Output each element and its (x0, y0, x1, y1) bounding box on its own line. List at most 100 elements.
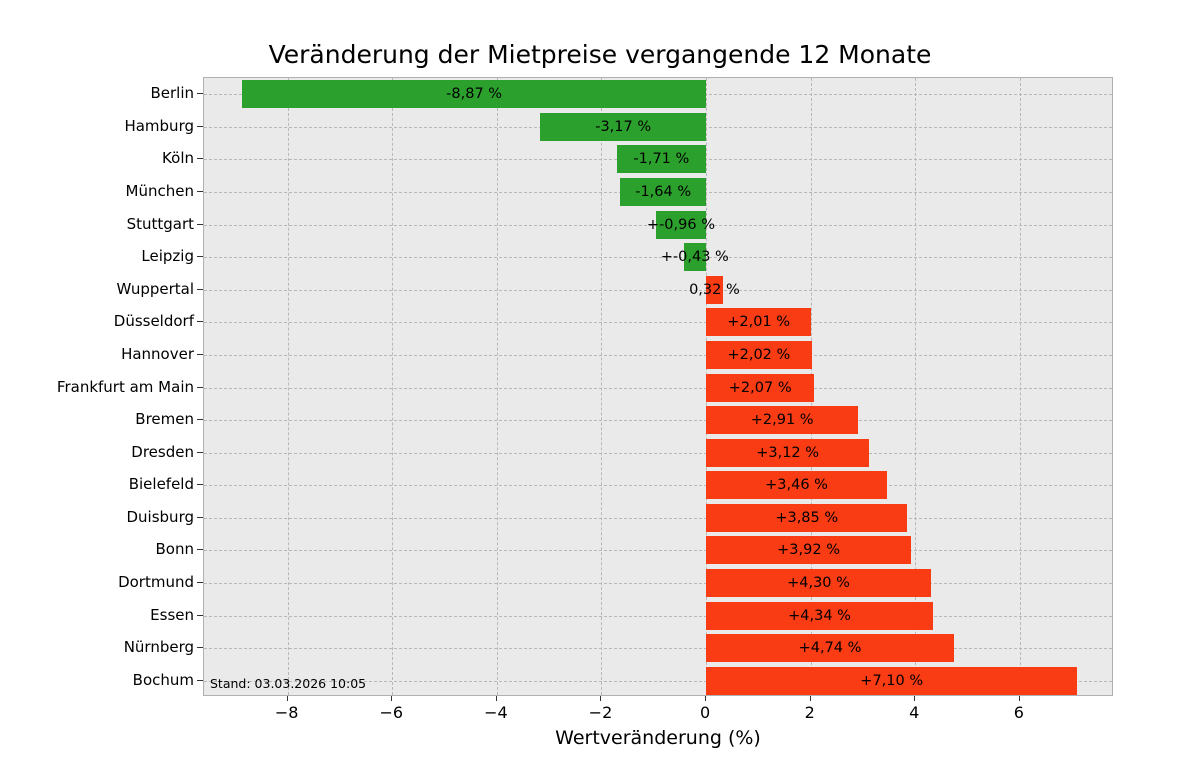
bar-value-label: -8,87 % (446, 86, 503, 103)
x-axis-tick-mark (286, 696, 288, 701)
bar-value-label: +3,92 % (777, 542, 840, 559)
y-axis-tick-mark (197, 288, 203, 290)
y-axis-tick-mark (197, 647, 203, 649)
vertical-gridline (1019, 78, 1021, 695)
timestamp-annotation: Stand: 03.03.2026 10:05 (210, 676, 367, 691)
horizontal-gridline (204, 322, 1112, 324)
y-axis-tick-label: Wuppertal (116, 279, 194, 298)
y-axis-tick-mark (197, 158, 203, 160)
x-axis-tick-mark (391, 696, 393, 701)
y-axis-tick-label: Bremen (135, 410, 194, 429)
bar (706, 568, 931, 597)
y-axis-tick-mark (197, 614, 203, 616)
horizontal-gridline (204, 452, 1112, 454)
y-axis-tick-label: Bonn (155, 540, 194, 559)
bar (706, 666, 1078, 695)
horizontal-gridline (204, 289, 1112, 291)
bar (706, 536, 912, 565)
bar-value-label: +4,74 % (798, 640, 862, 657)
x-axis-tick-label: 2 (804, 703, 815, 722)
y-axis-labels: Berlin Hamburg Köln München Stuttgart Leipzig… (0, 77, 194, 696)
bar-value-label: +3,12 % (756, 444, 820, 461)
y-axis-tick-mark (197, 419, 203, 421)
y-axis-tick-label: Stuttgart (126, 214, 194, 233)
x-axis-tick-label: 4 (909, 703, 920, 722)
bar (706, 503, 908, 532)
y-axis-tick-label: Essen (150, 605, 194, 624)
bar (242, 80, 707, 109)
y-axis-tick-mark (197, 679, 203, 681)
x-axis-tick-mark (1018, 696, 1020, 701)
x-axis-tick-mark (809, 696, 811, 701)
bar-value-label: +2,01 % (727, 314, 791, 331)
bar (706, 634, 954, 663)
y-axis-tick-mark (197, 549, 203, 551)
bar (706, 308, 812, 337)
bar (706, 438, 870, 467)
y-axis-tick-label: Dortmund (118, 572, 194, 591)
bar (620, 178, 707, 207)
y-axis-tick-label: Köln (162, 149, 194, 168)
horizontal-gridline (204, 387, 1112, 389)
horizontal-gridline (204, 517, 1112, 519)
plot-area: -8,87 % -3,17 % -1,71 % -1,64 % +-0,96 % +-0,… (203, 77, 1113, 696)
y-axis-tick-label: Berlin (150, 84, 194, 103)
vertical-gridline (601, 78, 603, 695)
bar-value-label: +3,85 % (775, 509, 839, 526)
horizontal-gridline (204, 648, 1112, 650)
bar (706, 275, 723, 304)
vertical-gridline (496, 78, 498, 695)
horizontal-gridline (204, 485, 1112, 487)
y-axis-tick-label: Dresden (131, 442, 194, 461)
bar-value-label: +7,10 % (860, 672, 924, 689)
bar (706, 406, 859, 435)
y-axis-tick-mark (197, 386, 203, 388)
x-axis-tick-label: −4 (484, 703, 508, 722)
x-axis-tick-mark (600, 696, 602, 701)
y-axis-tick-label: Hamburg (124, 116, 194, 135)
x-axis-tick-mark (495, 696, 497, 701)
bar (540, 112, 707, 141)
bar-value-label: +-0,96 % (646, 216, 715, 233)
vertical-gridline (287, 78, 289, 695)
x-axis-tick-label: −2 (588, 703, 613, 722)
x-axis-tick-label: 6 (1013, 703, 1024, 722)
horizontal-gridline (204, 615, 1112, 617)
bar-value-label: +2,02 % (727, 346, 791, 363)
y-axis-tick-mark (197, 256, 203, 258)
bar (706, 471, 888, 500)
y-axis-tick-label: Bielefeld (128, 475, 194, 494)
y-axis-tick-label: Hannover (121, 344, 194, 363)
y-axis-tick-mark (197, 516, 203, 518)
y-axis-tick-label: Duisburg (126, 507, 195, 526)
bar (616, 145, 707, 174)
bar-value-label: +-0,43 % (660, 249, 729, 266)
x-axis-title: Wertveränderung (%) (555, 727, 761, 749)
bar-value-label: +2,07 % (728, 379, 792, 396)
x-axis-tick-mark (705, 696, 707, 701)
bar-value-label: +4,30 % (787, 574, 850, 591)
chart-title: Veränderung der Mietpreise vergangende 1… (268, 40, 932, 69)
y-axis-tick-label: Düsseldorf (113, 312, 194, 331)
vertical-gridline (392, 78, 394, 695)
bar (655, 210, 707, 239)
bar-value-label: -1,64 % (635, 184, 692, 201)
bar-value-label: -3,17 % (595, 118, 652, 135)
y-axis-tick-mark (197, 353, 203, 355)
horizontal-gridline (204, 257, 1112, 259)
x-axis-tick-mark (914, 696, 916, 701)
bar (706, 373, 815, 402)
y-axis-tick-mark (197, 451, 203, 453)
vertical-gridline (915, 78, 917, 695)
y-axis-tick-mark (197, 93, 203, 95)
bar-value-label: +2,91 % (750, 412, 814, 429)
bar (683, 243, 707, 272)
bar-value-label: -1,71 % (633, 151, 690, 168)
x-axis-tick-label: −8 (274, 703, 299, 722)
y-axis-tick-label: München (125, 182, 194, 201)
y-axis-tick-label: Nürnberg (123, 638, 194, 657)
y-axis-tick-mark (197, 191, 203, 193)
y-axis-tick-mark (197, 321, 203, 323)
bar (706, 340, 812, 369)
